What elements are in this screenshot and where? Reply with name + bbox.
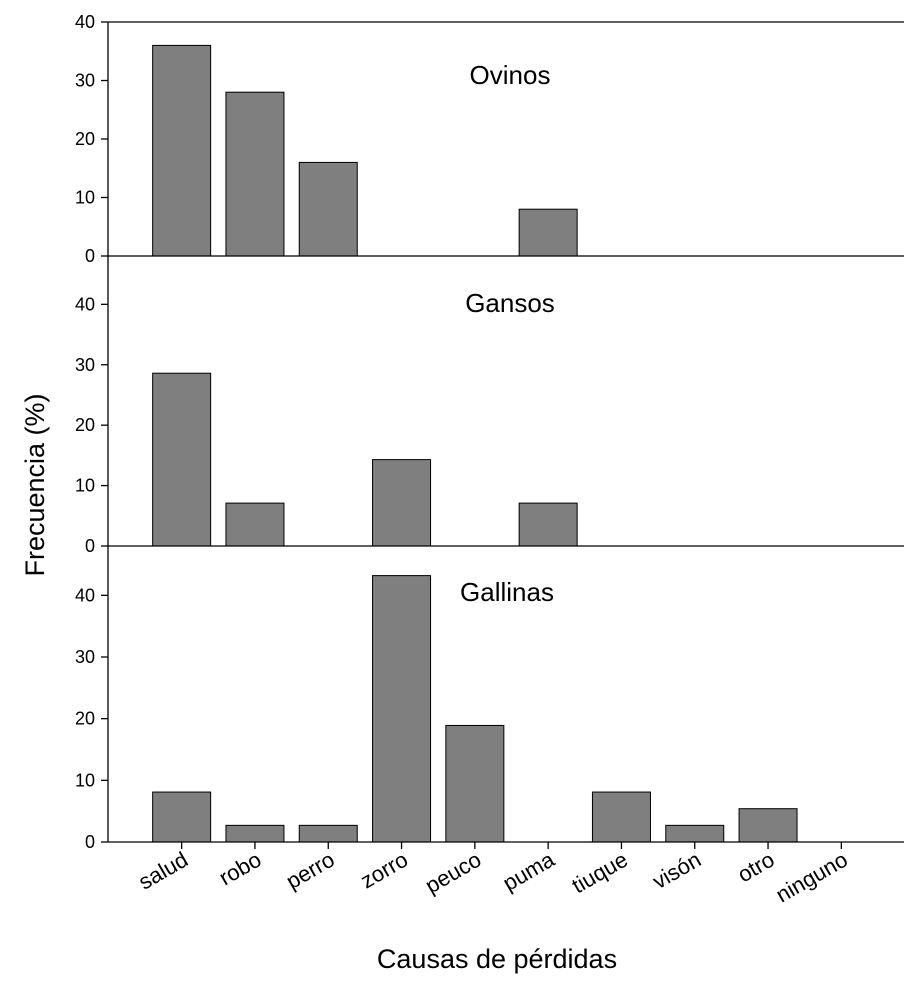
bar-gallinas-tiuque — [591, 791, 651, 843]
x-tick-label: tiuque — [568, 847, 632, 899]
bar-ovinos-puma — [518, 208, 578, 257]
x-tick-label: zorro — [356, 847, 412, 894]
x-tick-label: salud — [134, 847, 192, 895]
y-tick-label: 30 — [75, 355, 95, 375]
panel-title: Ovinos — [470, 60, 551, 90]
panel-gansos: 0 10 20 30 40 Gansos — [75, 256, 904, 556]
x-tick-label: visón — [648, 847, 705, 894]
bar-gallinas-otro — [738, 808, 798, 843]
y-tick-label: 10 — [75, 476, 95, 496]
y-tick-label: 10 — [75, 770, 95, 790]
bar-gallinas-salud — [152, 791, 212, 843]
panel-title: Gallinas — [460, 577, 554, 607]
panel-title: Gansos — [465, 288, 555, 318]
y-axis-title: Frecuencia (%) — [20, 393, 50, 576]
x-tick-label: ninguno — [772, 847, 852, 908]
x-tick-label: peuco — [421, 847, 485, 899]
bar-ovinos-perro — [298, 161, 358, 257]
bar-gallinas-robo — [225, 824, 285, 843]
bar-gansos-salud — [152, 372, 212, 547]
bar-gallinas-peuco — [445, 724, 505, 843]
panel-ovinos: 0 10 20 30 40 Ovinos — [75, 12, 904, 266]
y-tick-label: 40 — [75, 12, 95, 32]
bar-gansos-puma — [518, 502, 578, 547]
y-tick-label: 20 — [75, 129, 95, 149]
x-axis: salud robo perro zorro peuco puma tiuque visón o… — [134, 842, 852, 907]
y-tick-label: 0 — [85, 832, 95, 852]
bar-gallinas-perro — [298, 824, 358, 843]
y-tick-label: 0 — [85, 246, 95, 266]
bar-ovinos-salud — [152, 44, 212, 257]
bar-gansos-zorro — [372, 459, 432, 547]
y-tick-label: 20 — [75, 709, 95, 729]
y-tick-label: 30 — [75, 647, 95, 667]
x-tick-label: puma — [498, 846, 559, 896]
chart-panels: 0 10 20 30 40 Ovinos 0 10 20 30 40 Gansos 0 10 20 30 40 G… — [75, 12, 904, 907]
bar-gansos-robo — [225, 502, 285, 547]
y-tick-label: 0 — [85, 536, 95, 556]
y-tick-label: 40 — [75, 585, 95, 605]
x-tick-label: otro — [733, 847, 778, 888]
x-axis-title: Causas de pérdidas — [377, 944, 617, 974]
y-tick-label: 20 — [75, 415, 95, 435]
y-tick-label: 30 — [75, 71, 95, 91]
y-tick-label: 10 — [75, 188, 95, 208]
x-tick-label: perro — [282, 847, 339, 894]
bar-gallinas-visón — [665, 824, 725, 843]
x-tick-label: robo — [215, 847, 266, 891]
y-tick-label: 40 — [75, 294, 95, 314]
panel-gallinas: 0 10 20 30 40 Gallinas — [75, 546, 904, 852]
bar-gallinas-zorro — [372, 575, 432, 843]
bar-ovinos-robo — [225, 91, 285, 257]
